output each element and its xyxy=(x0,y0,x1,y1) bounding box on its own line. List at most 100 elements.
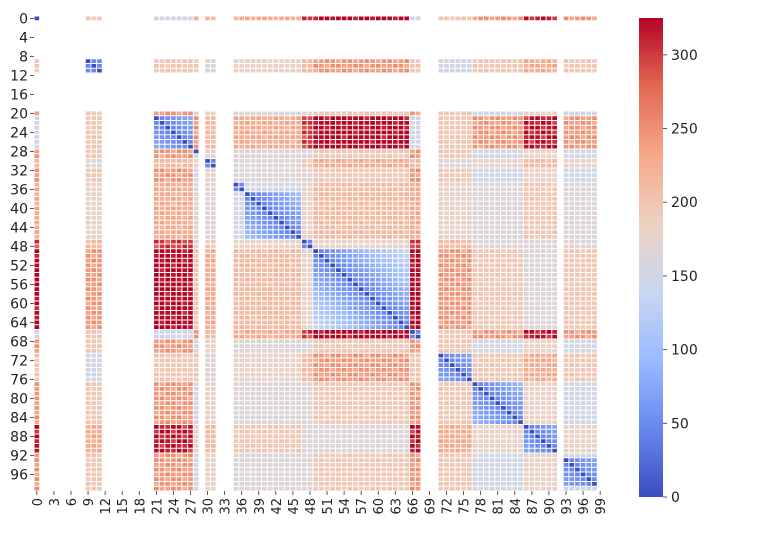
heatmap-cell xyxy=(273,396,279,401)
heatmap-cell xyxy=(307,382,313,386)
heatmap-cell xyxy=(313,344,318,348)
heatmap-cell xyxy=(398,211,404,215)
heatmap-cell xyxy=(85,64,91,68)
heatmap-cell xyxy=(267,401,273,405)
heatmap-cell xyxy=(319,377,324,382)
heatmap-cell xyxy=(34,173,40,177)
heatmap-cell xyxy=(262,263,267,268)
heatmap-cell xyxy=(256,230,262,234)
heatmap-cell xyxy=(313,182,318,187)
heatmap-cell xyxy=(455,239,461,244)
heatmap-cell xyxy=(501,282,506,287)
heatmap-cell xyxy=(159,273,165,277)
heatmap-cell xyxy=(540,401,546,405)
heatmap-cell xyxy=(171,192,176,196)
heatmap-cell xyxy=(358,292,364,296)
heatmap-cell xyxy=(546,330,552,334)
heatmap-cell xyxy=(307,396,313,401)
heatmap-cell xyxy=(364,182,370,187)
heatmap-cell xyxy=(205,320,210,325)
heatmap-cell xyxy=(410,178,415,182)
heatmap-cell xyxy=(205,387,210,391)
heatmap-cell xyxy=(319,197,324,201)
heatmap-cell xyxy=(91,263,97,268)
heatmap-cell xyxy=(586,211,592,215)
heatmap-cell xyxy=(336,401,341,405)
heatmap-cell xyxy=(205,377,210,382)
heatmap-cell xyxy=(495,311,501,315)
heatmap-cell xyxy=(97,230,102,234)
heatmap-cell xyxy=(501,258,506,263)
heatmap-cell xyxy=(535,187,540,192)
heatmap-cell xyxy=(296,258,301,263)
heatmap-cell xyxy=(165,396,171,401)
heatmap-cell xyxy=(392,149,398,154)
heatmap-cell xyxy=(250,277,256,282)
heatmap-cell xyxy=(159,263,165,268)
heatmap-cell xyxy=(324,406,330,410)
heatmap-cell xyxy=(575,320,580,325)
heatmap-cell xyxy=(410,187,415,192)
heatmap-cell xyxy=(353,182,358,187)
heatmap-cell xyxy=(324,239,330,244)
heatmap-cell xyxy=(301,282,307,287)
heatmap-cell xyxy=(501,16,506,21)
heatmap-cell xyxy=(580,301,586,306)
heatmap-cell xyxy=(484,163,489,168)
heatmap-cell xyxy=(91,287,97,291)
heatmap-cell xyxy=(415,387,421,391)
heatmap-cell xyxy=(586,282,592,287)
heatmap-cell xyxy=(182,111,188,116)
heatmap-cell xyxy=(387,206,392,211)
heatmap-cell xyxy=(245,206,250,211)
heatmap-cell xyxy=(586,220,592,225)
heatmap-cell xyxy=(455,377,461,382)
heatmap-cell xyxy=(239,121,245,125)
heatmap-cell xyxy=(182,387,188,391)
heatmap-cell xyxy=(375,330,381,334)
heatmap-cell xyxy=(91,144,97,149)
heatmap-cell xyxy=(205,173,210,177)
heatmap-cell xyxy=(171,406,176,410)
heatmap-cell xyxy=(313,268,318,272)
heatmap-cell xyxy=(392,168,398,173)
heatmap-cell xyxy=(319,230,324,234)
heatmap-cell xyxy=(239,396,245,401)
heatmap-cell xyxy=(375,140,381,144)
heatmap-cell xyxy=(233,353,239,358)
heatmap-cell xyxy=(563,401,569,405)
heatmap-cell xyxy=(256,121,262,125)
heatmap-cell xyxy=(466,311,472,315)
heatmap-cell xyxy=(353,391,358,396)
heatmap-cell xyxy=(267,220,273,225)
heatmap-cell xyxy=(438,201,444,206)
heatmap-cell xyxy=(358,206,364,211)
heatmap-cell xyxy=(501,344,506,348)
heatmap-cell xyxy=(455,116,461,120)
heatmap-cell xyxy=(540,216,546,220)
heatmap-cell xyxy=(301,273,307,277)
heatmap-cell xyxy=(540,363,546,367)
heatmap-cell xyxy=(97,239,102,244)
heatmap-cell xyxy=(153,363,159,367)
heatmap-cell xyxy=(592,173,597,177)
heatmap-cell xyxy=(398,377,404,382)
heatmap-cell xyxy=(182,64,188,68)
heatmap-cell xyxy=(461,296,466,301)
heatmap-cell xyxy=(34,377,40,382)
heatmap-cell xyxy=(284,306,290,310)
heatmap-cell xyxy=(176,334,182,339)
heatmap-cell xyxy=(153,382,159,386)
heatmap-cell xyxy=(233,334,239,339)
heatmap-cell xyxy=(341,339,347,344)
heatmap-cell xyxy=(97,401,102,405)
heatmap-cell xyxy=(392,268,398,272)
heatmap-cell xyxy=(347,197,353,201)
heatmap-cell xyxy=(245,301,250,306)
heatmap-cell xyxy=(438,225,444,230)
heatmap-cell xyxy=(370,282,375,287)
heatmap-cell xyxy=(466,258,472,263)
heatmap-cell xyxy=(392,387,398,391)
heatmap-cell xyxy=(245,125,250,130)
heatmap-cell xyxy=(341,230,347,234)
